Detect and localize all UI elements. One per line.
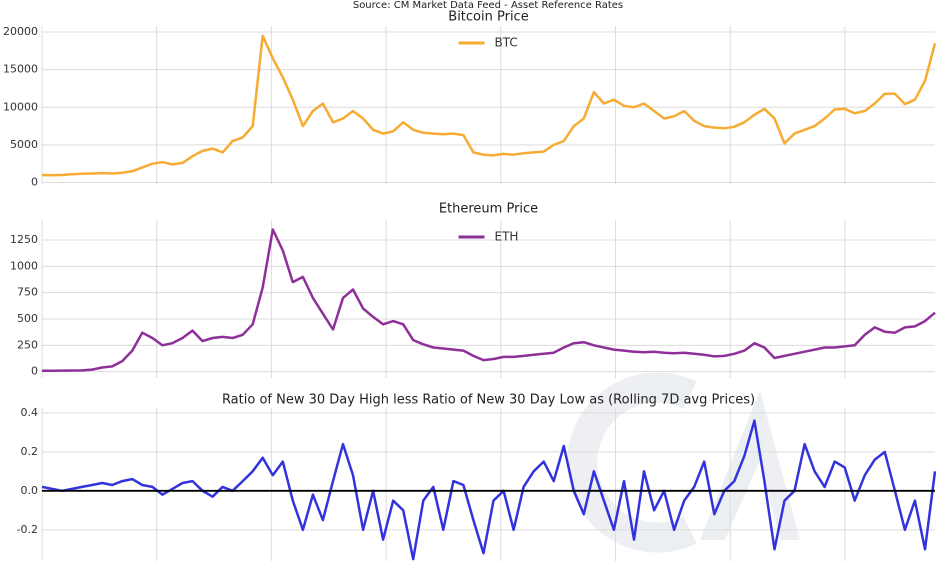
panel-title: Bitcoin Price <box>448 10 528 25</box>
y-tick-label: 0 <box>31 175 38 188</box>
y-tick-label: 20000 <box>3 25 38 38</box>
y-tick-label: 0.0 <box>21 484 39 497</box>
y-tick-label: 0.4 <box>21 406 39 419</box>
series-line <box>41 419 937 561</box>
series-line <box>41 228 936 373</box>
y-tick-label: 1000 <box>10 259 38 272</box>
series-line <box>41 34 937 177</box>
suptitle: Source: CM Market Data Feed - Asset Refe… <box>353 0 623 11</box>
y-tick-label: 15000 <box>3 63 38 76</box>
y-tick-label: 0.2 <box>21 445 39 458</box>
y-tick-label: 1250 <box>10 233 38 246</box>
panel-title: Ethereum Price <box>439 202 538 217</box>
watermark <box>567 372 800 553</box>
y-tick-label: 5000 <box>10 138 38 151</box>
panel-title: Ratio of New 30 Day High less Ratio of N… <box>222 393 755 408</box>
y-tick-label: 500 <box>17 312 38 325</box>
y-tick-label: -0.2 <box>17 523 38 536</box>
legend-label: ETH <box>495 230 519 244</box>
y-tick-label: 10000 <box>3 100 38 113</box>
y-tick-label: 250 <box>17 338 38 351</box>
y-tick-label: 0 <box>31 365 38 378</box>
legend-label: BTC <box>495 36 518 50</box>
y-tick-label: 750 <box>17 286 38 299</box>
